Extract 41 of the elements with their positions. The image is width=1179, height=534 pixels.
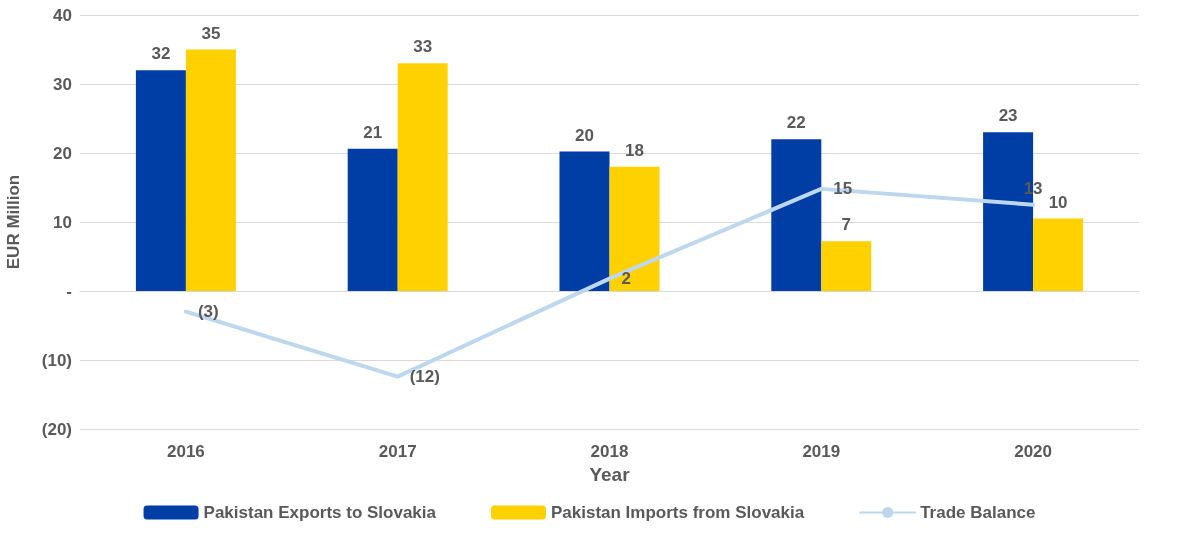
- x-axis-title: Year: [589, 463, 631, 485]
- data-label: 7: [841, 215, 852, 235]
- bar: [771, 139, 822, 291]
- bar: [609, 166, 660, 291]
- data-label: 21: [363, 122, 383, 142]
- data-label: 33: [413, 37, 433, 57]
- bar: [559, 151, 610, 291]
- y-tick-label: 40: [53, 5, 72, 25]
- data-label: 32: [151, 44, 171, 64]
- data-label: (3): [197, 302, 219, 322]
- y-tick-label: 20: [53, 143, 72, 163]
- data-label: 35: [201, 23, 221, 43]
- bar: [347, 148, 398, 291]
- y-tick-label: -: [66, 281, 72, 301]
- bar: [821, 241, 872, 291]
- data-label: 15: [833, 179, 853, 199]
- x-tick-label: 2020: [1014, 442, 1053, 461]
- y-tick-label: 30: [53, 74, 72, 94]
- y-tick-label: (20): [41, 419, 72, 439]
- bar: [1033, 218, 1084, 291]
- x-tick-label: 2018: [590, 442, 629, 461]
- y-tick-label: (10): [41, 350, 72, 370]
- legend-label: Pakistan Imports from Slovakia: [550, 503, 805, 522]
- data-label: 2: [621, 269, 631, 289]
- bar: [397, 63, 448, 291]
- bar: [135, 70, 186, 291]
- x-tick-label: 2017: [378, 442, 417, 461]
- data-label: 10: [1048, 192, 1068, 212]
- data-label: 20: [575, 125, 594, 145]
- data-label: 18: [625, 140, 644, 160]
- data-label: 22: [786, 113, 806, 133]
- y-axis-title: EUR Million: [4, 174, 23, 270]
- x-tick-label: 2016: [166, 442, 205, 461]
- bar: [185, 49, 236, 291]
- data-label: (12): [409, 367, 440, 387]
- data-label: 23: [998, 106, 1018, 126]
- y-tick-label: 10: [53, 212, 72, 232]
- x-tick-label: 2019: [802, 442, 841, 461]
- legend-label: Trade Balance: [920, 503, 1036, 522]
- legend-label: Pakistan Exports to Slovakia: [203, 503, 437, 522]
- data-label: 13: [1023, 178, 1043, 198]
